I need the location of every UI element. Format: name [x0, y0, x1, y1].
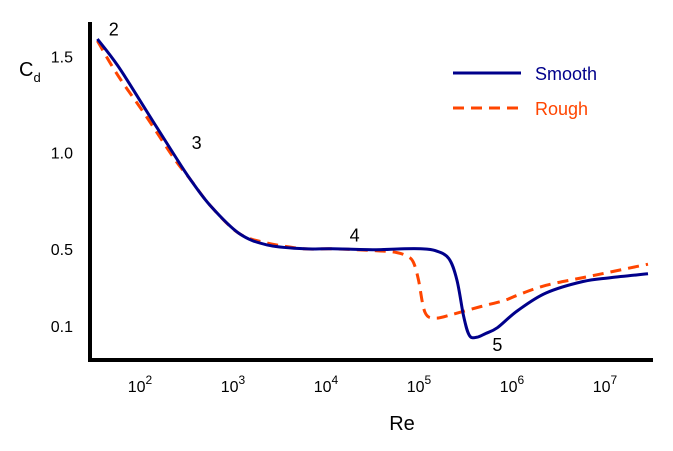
- annotations: 2 3 4 5: [109, 19, 503, 355]
- y-axis-title: Cd: [19, 59, 41, 85]
- x-tick-labels: 102 103 104 105 106 107: [128, 373, 618, 396]
- y-tick-label: 1.5: [51, 49, 73, 66]
- annotation-label: 5: [492, 335, 502, 355]
- y-tick-label: 1.0: [51, 146, 73, 163]
- x-axis-title: Re: [389, 413, 415, 435]
- axes: [88, 22, 653, 362]
- x-tick-label: 105: [407, 373, 432, 396]
- legend-label-smooth: Smooth: [535, 64, 597, 84]
- y-tick-labels: 0.1 0.5 1.0 1.5: [51, 49, 73, 335]
- x-tick-label: 106: [500, 373, 525, 396]
- x-tick-label: 102: [128, 373, 153, 396]
- x-tick-label: 103: [221, 373, 246, 396]
- x-tick-label: 104: [314, 373, 339, 396]
- y-tick-label: 0.5: [51, 242, 73, 259]
- legend: Smooth Rough: [453, 64, 597, 119]
- x-tick-label: 107: [593, 373, 618, 396]
- series-line-smooth: [96, 38, 649, 340]
- y-tick-label: 0.1: [51, 319, 73, 336]
- legend-label-rough: Rough: [535, 99, 588, 119]
- series-layer: [96, 38, 649, 340]
- annotation-label: 3: [192, 133, 202, 153]
- annotation-label: 2: [109, 19, 119, 39]
- annotation-label: 4: [350, 225, 360, 245]
